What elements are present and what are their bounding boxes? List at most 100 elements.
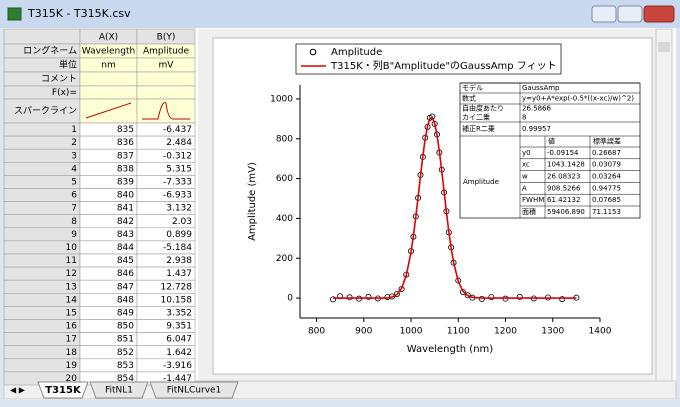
table-cell: 1043.1428 <box>547 161 585 169</box>
sheet-tab-label[interactable]: T315K <box>45 385 82 396</box>
app-icon <box>7 7 22 21</box>
cell-value: 845 <box>117 256 134 266</box>
sparkline <box>142 102 190 120</box>
y-tick-label: 200 <box>276 254 293 264</box>
legend-swatch <box>309 48 317 56</box>
cell-value: 3.352 <box>166 308 192 318</box>
sheet-tab[interactable] <box>37 381 89 399</box>
cell-value: 2.03 <box>172 217 192 227</box>
minimize-button[interactable] <box>591 5 617 23</box>
sheet-tab-label[interactable]: FitNL1 <box>105 386 133 396</box>
y-tick-label: 1000 <box>270 94 293 104</box>
scroll-thumb[interactable] <box>658 42 670 52</box>
table-label: カイ二乗 <box>462 113 490 122</box>
cell-value: 9.351 <box>166 322 192 332</box>
cell-value: 851 <box>117 335 134 345</box>
data-point <box>478 295 485 302</box>
vertical-scrollbar[interactable] <box>655 28 673 382</box>
cell-value: -7.333 <box>163 177 192 187</box>
maximize-button[interactable] <box>617 5 643 23</box>
table-value: 0.99957 <box>522 125 551 133</box>
cell-value: 839 <box>117 177 134 187</box>
fit-table <box>459 82 641 219</box>
row-header <box>3 162 81 176</box>
cell-value: 853 <box>117 361 134 371</box>
label-value: Wavelength <box>82 47 135 57</box>
x-tick-label: 1100 <box>447 327 470 337</box>
row-number: 9 <box>71 230 77 240</box>
cell-value: 844 <box>117 243 134 253</box>
label-value: mV <box>159 61 175 71</box>
table-cell: 0.07685 <box>592 196 621 204</box>
fit-line <box>333 116 577 299</box>
cell-value: 849 <box>117 308 134 318</box>
row-header <box>3 148 81 163</box>
table-cell: w <box>522 173 528 181</box>
cell-value: 837 <box>117 151 134 161</box>
row-number: 6 <box>71 191 77 201</box>
tab-nav: ◀ ▶ <box>10 386 26 395</box>
close-button[interactable] <box>643 5 675 23</box>
data-point <box>559 296 566 303</box>
table-cell: 0.26687 <box>592 149 621 157</box>
table-cell: 0.94775 <box>592 184 621 192</box>
cell-value: -6.933 <box>163 191 192 201</box>
y-tick-label: 400 <box>276 214 293 224</box>
row-header <box>3 188 81 202</box>
cell-value: 12.728 <box>161 282 193 292</box>
table-cell: 0.03079 <box>592 161 621 169</box>
x-tick-label: 800 <box>308 327 325 337</box>
table-cell: A <box>522 184 527 192</box>
cell-value: 841 <box>117 204 134 214</box>
sheet-tab[interactable] <box>149 381 239 399</box>
cell-value: 838 <box>117 164 134 174</box>
sheet-tab-label[interactable]: FitNLCurve1 <box>167 386 222 396</box>
x-tick-label: 1200 <box>494 327 517 337</box>
sheet-tab[interactable] <box>89 381 149 399</box>
row-header <box>3 135 81 150</box>
table-cell: 71.1153 <box>592 208 621 216</box>
table-label: モデル <box>462 83 483 92</box>
y-axis-label: Amplitude (mV) <box>247 162 258 241</box>
cell-value: 840 <box>117 191 134 201</box>
cell-value: 5.315 <box>166 164 192 174</box>
row-number: 5 <box>71 177 77 187</box>
row-header <box>3 201 81 216</box>
data-point <box>488 294 495 301</box>
cell-value: 3.132 <box>166 204 192 214</box>
table-value: 26.5866 <box>522 105 551 113</box>
row-number: 13 <box>66 282 77 292</box>
row-label: 単位 <box>59 59 77 71</box>
cell-value: 843 <box>117 230 134 240</box>
legend-label: Amplitude <box>331 47 382 58</box>
y-tick-label: 600 <box>276 174 293 184</box>
y-tick-label: 0 <box>287 294 293 304</box>
row-number: 3 <box>71 151 77 161</box>
cell-value: 847 <box>117 282 134 292</box>
table-cell: 61.42132 <box>547 196 580 204</box>
row-number: 19 <box>66 361 78 371</box>
table-label: 自由度あたり <box>462 104 504 113</box>
cell-value: 854 <box>117 374 134 384</box>
row-number: 17 <box>66 335 77 345</box>
row-number: 15 <box>66 308 77 318</box>
row-number: 11 <box>66 256 77 266</box>
row-number: 14 <box>66 295 78 305</box>
row-number: 8 <box>71 217 77 227</box>
table-cell: 59406.890 <box>547 208 585 216</box>
label-value: Amplitude <box>143 47 190 57</box>
table-label: 数式 <box>462 94 476 103</box>
data-point <box>330 296 337 303</box>
cell-value: 846 <box>117 269 134 279</box>
row-header <box>3 214 81 229</box>
sparkline <box>85 102 132 119</box>
row-header <box>3 122 81 137</box>
table-cell: FWHM <box>522 196 544 204</box>
window-title: T315K - T315K.csv <box>27 7 131 20</box>
table-cell: -0.09154 <box>547 149 579 157</box>
cell-value: 1.437 <box>166 269 192 279</box>
cell-value: 850 <box>117 322 134 332</box>
table-group: Amplitude <box>463 178 499 186</box>
x-axis-label: Wavelength (nm) <box>407 344 493 355</box>
